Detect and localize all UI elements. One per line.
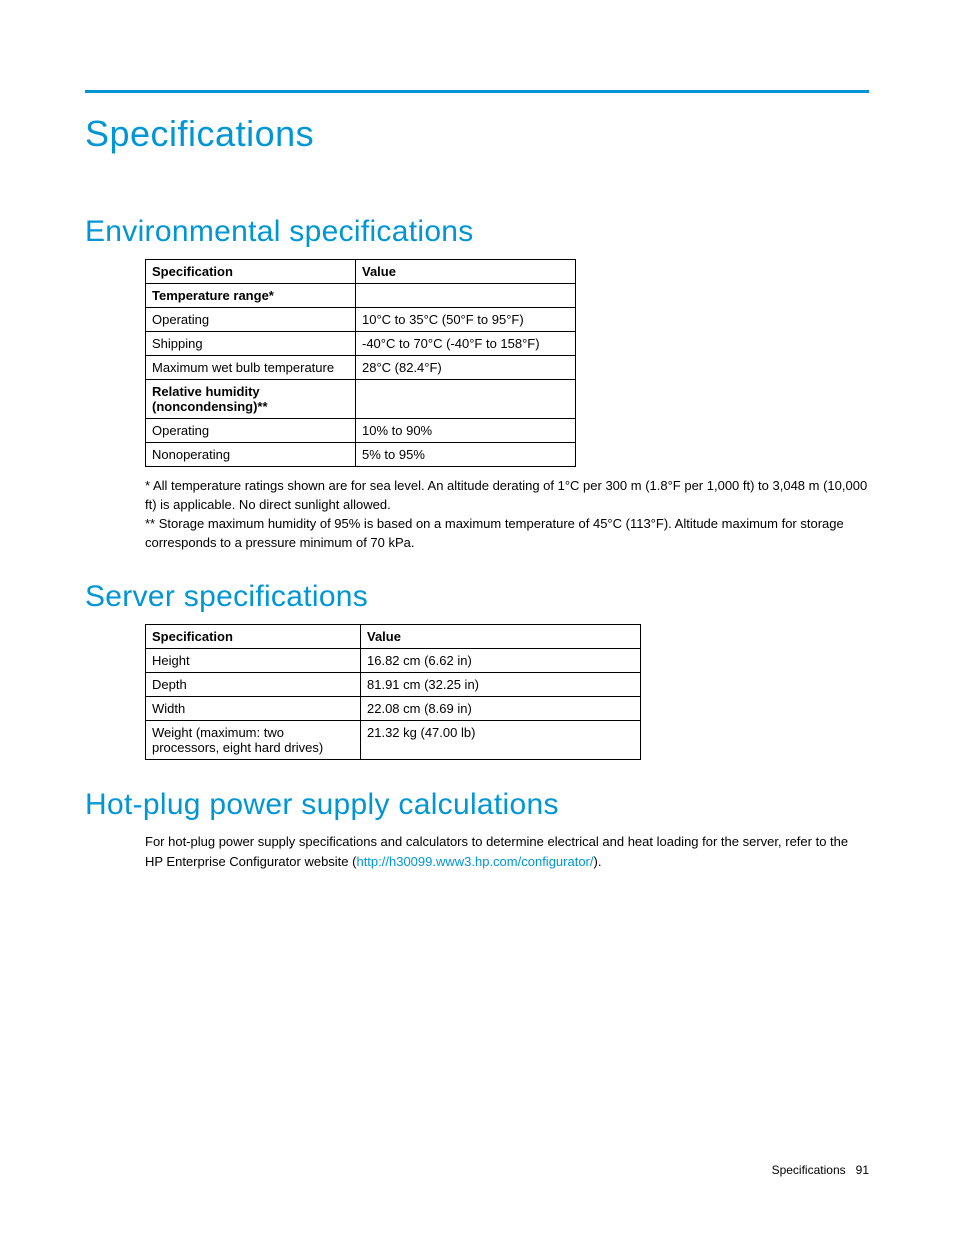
hotplug-body-post: ).	[594, 854, 602, 869]
env-footnote-2: ** Storage maximum humidity of 95% is ba…	[145, 515, 869, 553]
env-col-val: Value	[356, 260, 576, 284]
top-rule	[85, 90, 869, 93]
cell-spec: Weight (maximum: two processors, eight h…	[146, 721, 361, 760]
env-table: Specification Value Temperature range* O…	[145, 259, 576, 467]
table-header-row: Specification Value	[146, 625, 641, 649]
table-row: Operating 10°C to 35°C (50°F to 95°F)	[146, 308, 576, 332]
cell-val: 21.32 kg (47.00 lb)	[361, 721, 641, 760]
server-col-spec: Specification	[146, 625, 361, 649]
cell-val: 10°C to 35°C (50°F to 95°F)	[356, 308, 576, 332]
cell-spec: Shipping	[146, 332, 356, 356]
cell-val: 28°C (82.4°F)	[356, 356, 576, 380]
cell-spec: Operating	[146, 308, 356, 332]
server-block: Specification Value Height 16.82 cm (6.6…	[145, 624, 869, 760]
footer-section: Specifications	[772, 1163, 846, 1177]
table-row: Nonoperating 5% to 95%	[146, 443, 576, 467]
server-table: Specification Value Height 16.82 cm (6.6…	[145, 624, 641, 760]
cell-val: 81.91 cm (32.25 in)	[361, 673, 641, 697]
hotplug-body: For hot-plug power supply specifications…	[145, 832, 869, 871]
cell-val: 22.08 cm (8.69 in)	[361, 697, 641, 721]
page-footer: Specifications 91	[772, 1163, 869, 1177]
table-row: Height 16.82 cm (6.62 in)	[146, 649, 641, 673]
table-row: Shipping -40°C to 70°C (-40°F to 158°F)	[146, 332, 576, 356]
cell-val: 5% to 95%	[356, 443, 576, 467]
table-header-row: Specification Value	[146, 260, 576, 284]
table-row: Maximum wet bulb temperature 28°C (82.4°…	[146, 356, 576, 380]
cell-spec: Temperature range*	[146, 284, 356, 308]
cell-val: 10% to 90%	[356, 419, 576, 443]
cell-val	[356, 380, 576, 419]
page: Specifications Environmental specificati…	[0, 0, 954, 871]
heading-server: Server specifications	[85, 580, 869, 614]
env-footnote-1: * All temperature ratings shown are for …	[145, 477, 869, 515]
hotplug-block: For hot-plug power supply specifications…	[145, 832, 869, 871]
cell-spec: Operating	[146, 419, 356, 443]
table-row: Weight (maximum: two processors, eight h…	[146, 721, 641, 760]
table-row: Depth 81.91 cm (32.25 in)	[146, 673, 641, 697]
table-row: Width 22.08 cm (8.69 in)	[146, 697, 641, 721]
cell-spec: Relative humidity (noncondensing)**	[146, 380, 356, 419]
heading-environmental: Environmental specifications	[85, 215, 869, 249]
cell-spec: Width	[146, 697, 361, 721]
table-row: Operating 10% to 90%	[146, 419, 576, 443]
cell-spec: Maximum wet bulb temperature	[146, 356, 356, 380]
env-block: Specification Value Temperature range* O…	[145, 259, 869, 552]
heading-hotplug: Hot-plug power supply calculations	[85, 788, 869, 822]
cell-spec: Height	[146, 649, 361, 673]
table-row: Temperature range*	[146, 284, 576, 308]
cell-spec: Depth	[146, 673, 361, 697]
env-col-spec: Specification	[146, 260, 356, 284]
page-title: Specifications	[85, 113, 869, 155]
server-col-val: Value	[361, 625, 641, 649]
cell-val: 16.82 cm (6.62 in)	[361, 649, 641, 673]
cell-val: -40°C to 70°C (-40°F to 158°F)	[356, 332, 576, 356]
table-row: Relative humidity (noncondensing)**	[146, 380, 576, 419]
cell-spec: Nonoperating	[146, 443, 356, 467]
configurator-link[interactable]: http://h30099.www3.hp.com/configurator/	[356, 854, 593, 869]
footer-page-number: 91	[856, 1163, 869, 1177]
cell-val	[356, 284, 576, 308]
